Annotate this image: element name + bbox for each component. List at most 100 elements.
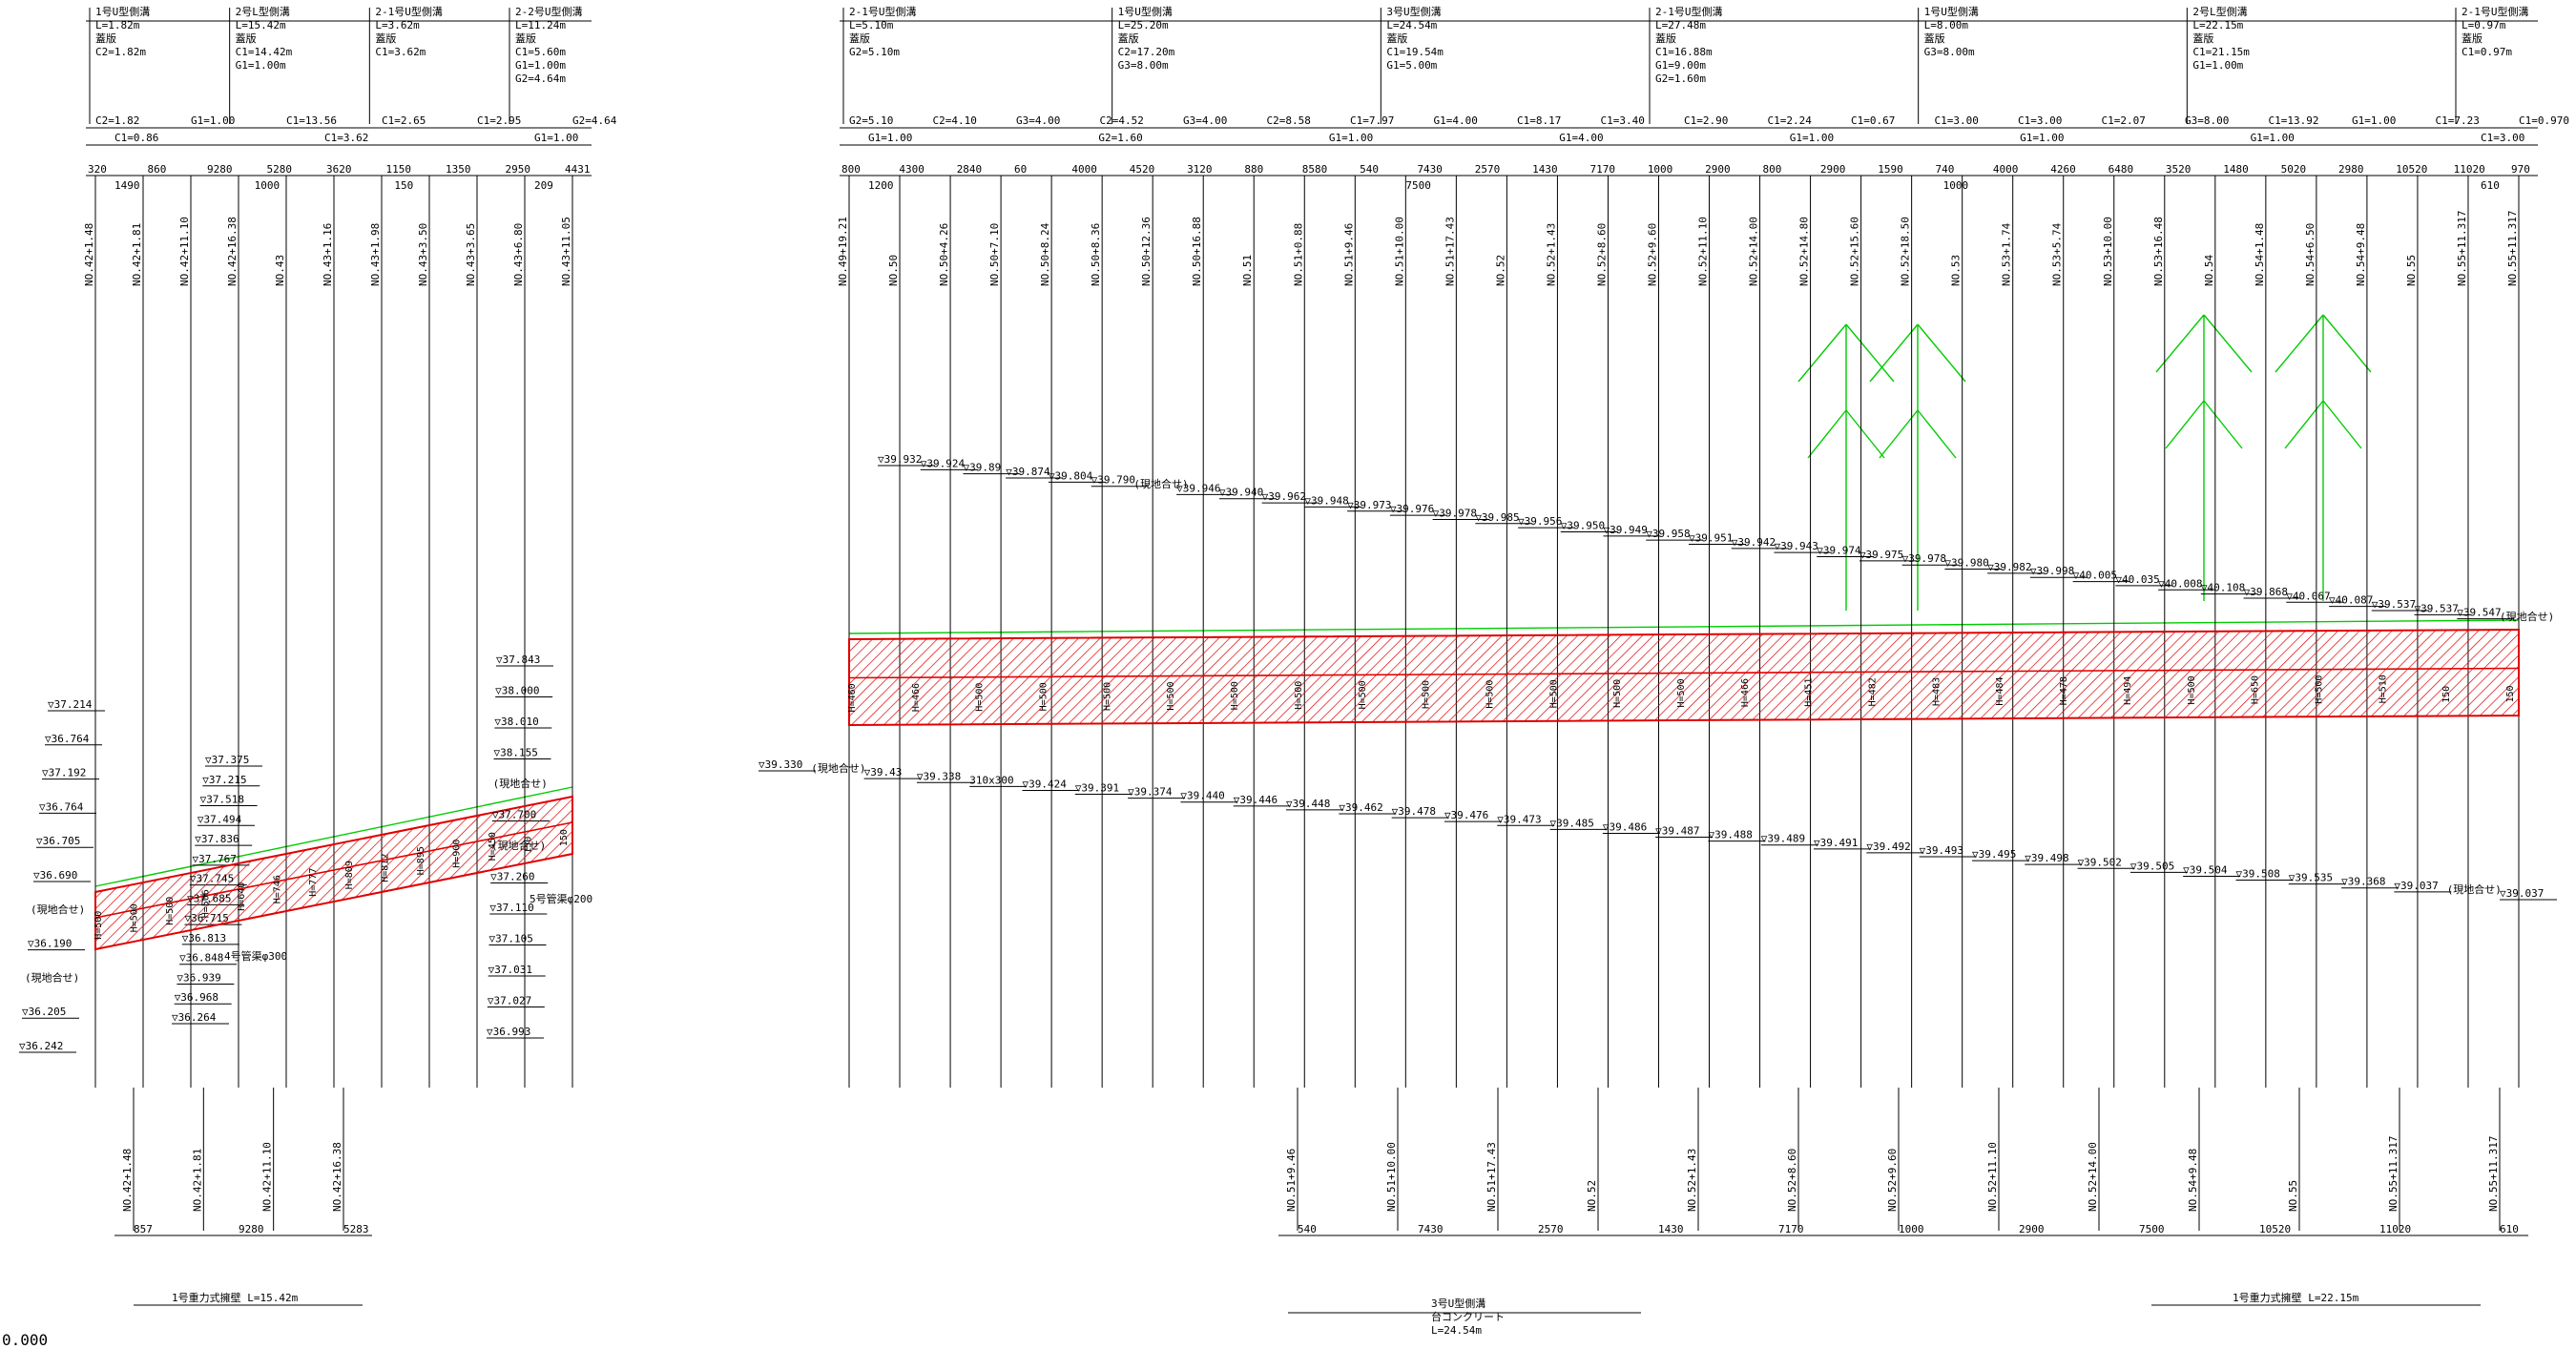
- station-label: NO.52+1.43: [1686, 1149, 1698, 1212]
- dimension-value: 7430: [1418, 1223, 1444, 1235]
- elevation-label: ▽39.975: [1859, 549, 1903, 561]
- station-label: NO.52: [1586, 1180, 1598, 1212]
- cover-plate-label: C1=2.95: [477, 114, 521, 127]
- ditch-header-text: 蓋版: [2192, 31, 2213, 45]
- station-label: NO.42+1.81: [191, 1149, 203, 1212]
- elevation-label: ▽36.764: [45, 733, 90, 745]
- cover-plate-label: C1=3.00: [2481, 132, 2524, 144]
- station-label: NO.42+1.48: [121, 1149, 134, 1212]
- station-label: NO.42+11.10: [261, 1142, 274, 1212]
- elevation-label: ▽36.813: [182, 932, 226, 944]
- station-label: NO.43+1.16: [322, 223, 334, 286]
- cover-plate-label: G1=1.00: [534, 132, 578, 144]
- ditch-header-text: L=5.10m: [849, 19, 894, 31]
- elevation-label: ▽36.690: [33, 869, 77, 882]
- ditch-header-text: L=27.48m: [1655, 19, 1706, 31]
- dimension-value: 1000: [255, 179, 280, 192]
- elevation-label: ▽39.940: [1219, 487, 1263, 499]
- elevation-label: ▽39.476: [1444, 809, 1488, 821]
- elevation-label: ▽39.943: [1774, 540, 1818, 552]
- section-height-label: H=482: [1868, 677, 1879, 706]
- cover-plate-label: C1=3.00: [1935, 114, 1979, 127]
- elevation-label: ▽39.330: [758, 758, 802, 771]
- section-height-label: H=506: [201, 889, 212, 918]
- station-label: NO.52+8.60: [1786, 1149, 1798, 1212]
- ditch-section-band: [94, 795, 573, 951]
- elevation-label: ▽36.848: [179, 952, 223, 965]
- station-label: NO.55: [2405, 255, 2418, 286]
- pipe-label: 5号管渠φ200: [530, 892, 592, 905]
- guide-triangle: [2275, 314, 2372, 601]
- cover-plate-label: C2=4.52: [1100, 114, 1144, 127]
- cover-plate-label: C1=7.97: [1350, 114, 1394, 127]
- dimension-value: 9280: [239, 1223, 264, 1235]
- elevation-label: (現地合せ): [2447, 882, 2502, 896]
- elevation-label: ▽39.985: [1475, 511, 1519, 524]
- ditch-header-text: C2=17.20m: [1118, 46, 1175, 58]
- elevation-label: ▽39.488: [1708, 829, 1752, 841]
- station-label: NO.51: [1241, 255, 1254, 286]
- elevation-label: ▽39.440: [1180, 790, 1224, 802]
- elevation-label: ▽39.537: [2415, 602, 2459, 614]
- dimension-value: 10520: [2259, 1223, 2291, 1235]
- dimension-value: 2900: [2019, 1223, 2045, 1235]
- ditch-header-text: C1=16.88m: [1655, 46, 1713, 58]
- elevation-label: ▽39.948: [1304, 494, 1348, 507]
- dimension-value: 880: [1244, 163, 1263, 176]
- ditch-header-text: G1=1.00m: [236, 59, 286, 72]
- dimension-value: 5020: [2281, 163, 2307, 176]
- elevation-label: ▽39.547: [2457, 607, 2501, 619]
- dimension-value: 2950: [506, 163, 531, 176]
- section-height-label: H=746: [273, 875, 283, 903]
- station-label: NO.54+6.50: [2304, 223, 2316, 286]
- station-label: NO.50+16.88: [1191, 217, 1203, 286]
- section-height-label: H=500: [130, 903, 140, 932]
- elevation-label: ▽39.491: [1814, 837, 1858, 849]
- elevation-label: ▽37.685: [187, 892, 231, 904]
- elevation-label: (現地合せ): [811, 761, 865, 775]
- dimension-value: 1430: [1658, 1223, 1684, 1235]
- cover-plate-label: C2=1.82: [95, 114, 139, 127]
- section-height-label: 150: [2441, 686, 2452, 703]
- dimension-value: 4000: [1071, 163, 1097, 176]
- section-height-label: H=500: [1294, 681, 1304, 710]
- station-label: NO.52+14.00: [2087, 1142, 2099, 1212]
- dimension-value: 2900: [1820, 163, 1846, 176]
- cover-plate-label: C1=13.56: [286, 114, 337, 127]
- dimension-value: 860: [148, 163, 167, 176]
- ditch-header-text: C1=5.60m: [515, 46, 566, 58]
- section-height-label: H=510: [2378, 674, 2388, 703]
- ditch-header-text: L=24.54m: [1386, 19, 1437, 31]
- section-height-label: H=500: [1485, 680, 1495, 709]
- elevation-label: ▽39.804: [1049, 469, 1093, 482]
- ditch-invert-line: [848, 667, 2520, 679]
- station-label: NO.51+9.46: [1342, 223, 1355, 286]
- elevation-label: ▽39.946: [1176, 482, 1220, 494]
- guide-lines-layer: [94, 314, 2520, 887]
- dimension-value: 6480: [2109, 163, 2134, 176]
- station-label: NO.50+12.36: [1140, 217, 1153, 286]
- ditch-header-text: L=15.42m: [236, 19, 286, 31]
- elevation-label: ▽39.958: [1646, 528, 1690, 540]
- section-height-label: H=500: [1039, 682, 1049, 711]
- dimension-value: 800: [1763, 163, 1782, 176]
- guide-triangle: [2155, 314, 2253, 601]
- section-height-label: H=500: [1676, 678, 1687, 707]
- dimension-value: 1430: [1532, 163, 1558, 176]
- section-height-label: 150: [523, 837, 533, 854]
- cover-plate-label: G2=5.10: [849, 114, 893, 127]
- dimension-value: 9280: [207, 163, 233, 176]
- elevation-label: ▽39.473: [1497, 813, 1541, 825]
- elevation-label: ▽39.492: [1866, 841, 1910, 853]
- station-label: NO.52+14.80: [1798, 217, 1811, 286]
- station-label: NO.50+8.24: [1039, 222, 1051, 286]
- cover-plate-label: G2=1.60: [1098, 132, 1142, 144]
- ditch-header-text: G3=8.00m: [1924, 46, 1975, 58]
- dimension-value: 857: [134, 1223, 153, 1235]
- station-label: NO.42+1.81: [131, 223, 143, 286]
- ditch-header-text: 1号U型側溝: [95, 5, 150, 18]
- ditch-header-text: 2-1号U型側溝: [2462, 5, 2529, 18]
- elevation-label: ▽37.700: [492, 809, 536, 821]
- dimension-value: 3520: [2166, 163, 2192, 176]
- elevation-label: ▽38.155: [494, 747, 538, 759]
